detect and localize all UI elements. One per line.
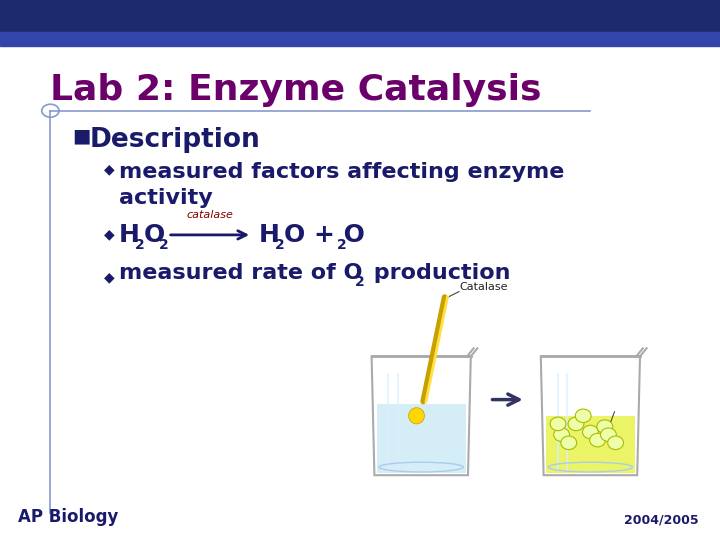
Text: 2: 2: [135, 238, 145, 252]
Text: Description: Description: [90, 127, 261, 153]
Text: ■: ■: [72, 127, 91, 146]
Text: O: O: [143, 223, 165, 247]
Text: O + O: O + O: [284, 223, 364, 247]
Text: measured rate of O: measured rate of O: [119, 262, 362, 283]
Text: AP Biology: AP Biology: [18, 509, 118, 526]
Text: 2: 2: [159, 238, 169, 252]
Text: 2: 2: [355, 275, 365, 289]
Text: H: H: [259, 223, 280, 247]
Text: H₂O₂: H₂O₂: [408, 462, 434, 472]
Text: catalase: catalase: [186, 210, 233, 220]
Text: O: O: [605, 401, 613, 411]
Text: Catalase: Catalase: [459, 281, 508, 292]
Text: ◆: ◆: [104, 227, 115, 241]
Text: production: production: [366, 262, 510, 283]
Text: 2: 2: [275, 238, 285, 252]
Text: ◆: ◆: [104, 162, 115, 176]
Text: measured factors affecting enzyme
activity: measured factors affecting enzyme activi…: [119, 162, 564, 207]
Text: Lab 2: Enzyme Catalysis: Lab 2: Enzyme Catalysis: [50, 73, 542, 107]
Text: ◆: ◆: [104, 270, 115, 284]
Text: 2: 2: [337, 238, 347, 252]
Text: 2: 2: [618, 406, 623, 415]
Text: 2004/2005: 2004/2005: [624, 514, 698, 526]
Text: H: H: [119, 223, 140, 247]
